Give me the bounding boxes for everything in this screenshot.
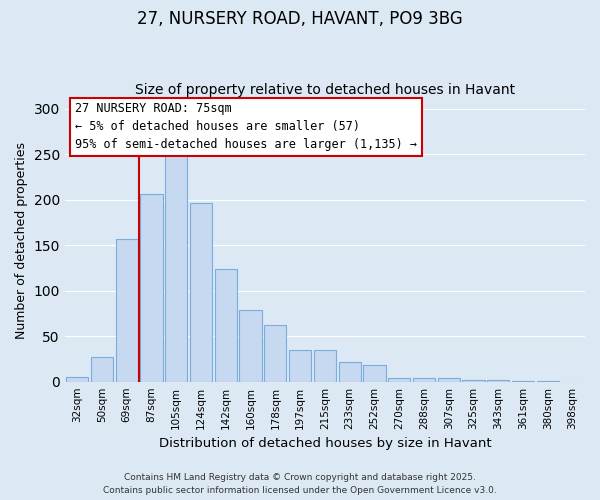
Bar (91, 357, 113, 382)
Bar (487, 380, 509, 382)
Bar (512, 381, 534, 382)
Bar (215, 269, 237, 382)
Bar (140, 194, 163, 382)
Bar (314, 350, 336, 382)
Y-axis label: Number of detached properties: Number of detached properties (15, 142, 28, 339)
Bar (463, 380, 485, 382)
Bar (536, 381, 559, 382)
Bar (239, 310, 262, 382)
Bar (338, 362, 361, 382)
Bar (165, 154, 187, 382)
Bar (289, 350, 311, 382)
Bar (437, 378, 460, 382)
Bar (413, 378, 435, 382)
Text: 27, NURSERY ROAD, HAVANT, PO9 3BG: 27, NURSERY ROAD, HAVANT, PO9 3BG (137, 10, 463, 28)
Title: Size of property relative to detached houses in Havant: Size of property relative to detached ho… (135, 83, 515, 97)
Bar (116, 239, 138, 382)
Bar (190, 204, 212, 382)
Text: Contains HM Land Registry data © Crown copyright and database right 2025.
Contai: Contains HM Land Registry data © Crown c… (103, 474, 497, 495)
Bar (388, 378, 410, 382)
Bar (363, 366, 386, 382)
Text: 27 NURSERY ROAD: 75sqm
← 5% of detached houses are smaller (57)
95% of semi-deta: 27 NURSERY ROAD: 75sqm ← 5% of detached … (75, 102, 417, 152)
Bar (66, 377, 88, 382)
X-axis label: Distribution of detached houses by size in Havant: Distribution of detached houses by size … (158, 437, 491, 450)
Bar (264, 326, 286, 382)
